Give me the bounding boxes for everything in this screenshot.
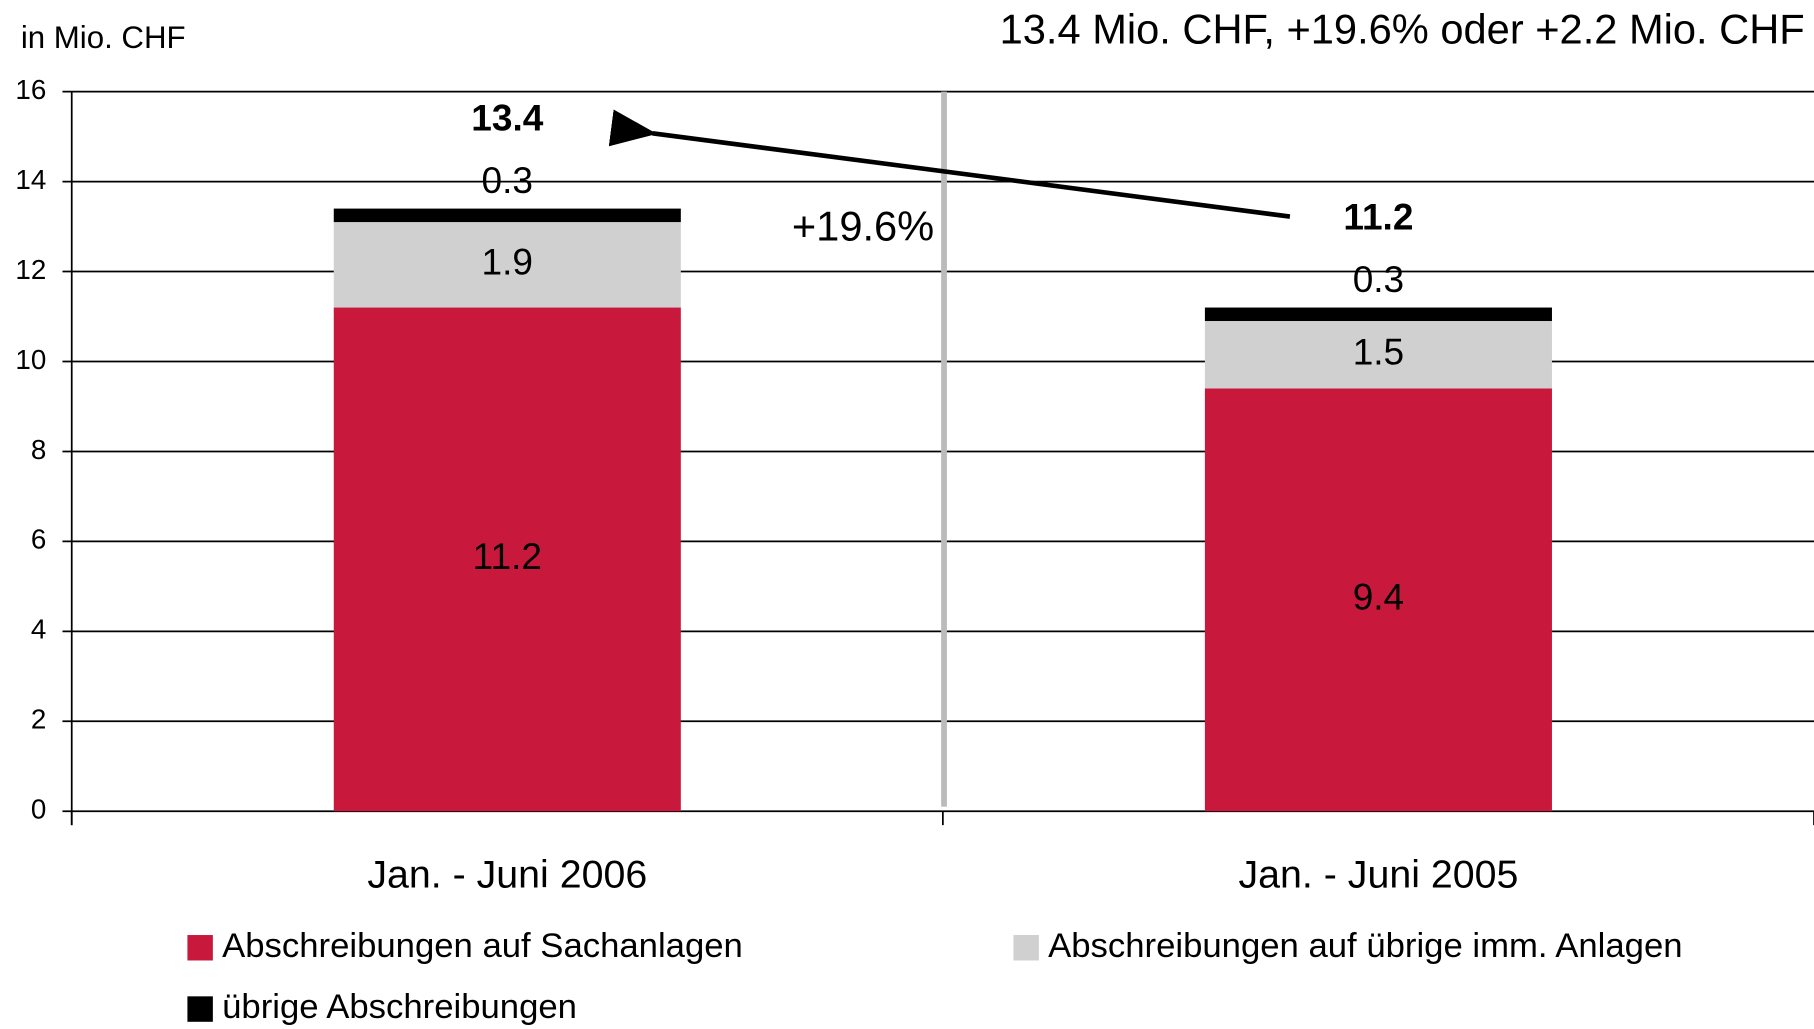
value-label: 0.3 (482, 159, 533, 201)
y-tick-label: 6 (31, 524, 46, 555)
legend-label: Abschreibungen auf Sachanlagen (222, 927, 743, 965)
legend-swatch (187, 996, 213, 1022)
legend-label: übrige Abschreibungen (222, 988, 577, 1026)
y-tick-label: 16 (15, 74, 46, 105)
x-tick-label: Jan. - Juni 2005 (1239, 853, 1519, 897)
bar-segment (333, 307, 681, 812)
x-tick-label: Jan. - Juni 2006 (367, 853, 647, 897)
value-label: 11.2 (473, 535, 542, 577)
arrow (608, 109, 1291, 219)
y-tick-label: 8 (31, 434, 46, 465)
annotation: +19.6% (792, 202, 934, 249)
y-tick-label: 12 (15, 254, 46, 285)
total-label: 13.4 (471, 96, 543, 138)
bar-segment (1204, 307, 1552, 322)
y-axis-label: in Mio. CHF (21, 20, 186, 55)
legend-swatch (187, 935, 213, 961)
value-label: 1.5 (1353, 331, 1404, 373)
value-label: 9.4 (1353, 576, 1404, 618)
bar-segment (1204, 321, 1552, 389)
legend-label: Abschreibungen auf übrige imm. Anlagen (1048, 927, 1682, 965)
y-tick-label: 2 (31, 704, 46, 735)
value-label: 0.3 (1353, 258, 1404, 300)
y-tick-label: 14 (15, 164, 46, 195)
chart-title: 13.4 Mio. CHF, +19.6% oder +2.2 Mio. CHF (1000, 6, 1805, 53)
bar-segment (333, 208, 681, 223)
bar-segment (1204, 388, 1552, 812)
total-label: 11.2 (1343, 195, 1413, 237)
legend-swatch (1013, 935, 1039, 961)
y-tick-label: 10 (15, 344, 46, 375)
y-tick-label: 0 (31, 794, 46, 825)
value-label: 1.9 (482, 241, 533, 283)
bar-segment (333, 222, 681, 308)
y-tick-label: 4 (31, 614, 46, 645)
